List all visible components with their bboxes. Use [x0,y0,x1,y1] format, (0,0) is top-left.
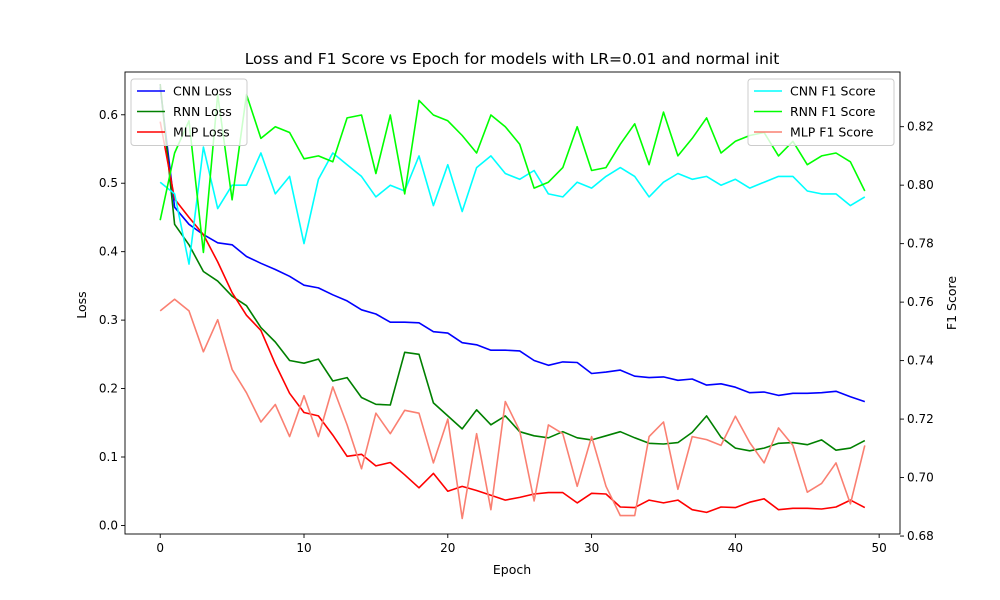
y-left-tick-label: 0.1 [99,450,118,464]
legend-box [747,78,895,146]
legend-right: CNN F1 Score RNN F1 Score MLP F1 Score [747,78,895,146]
x-tick-label: 50 [872,541,887,555]
x-tick-label: 10 [296,541,311,555]
series-line-mlp-loss [159,121,866,514]
y-right-tick-label: 0.82 [907,120,934,134]
y-right-tick-label: 0.70 [907,471,934,485]
y-right-tick-label: 0.80 [907,178,934,192]
x-tick-label: 20 [440,541,455,555]
y-right-tick-label: 0.74 [907,354,934,368]
y-left-tick-label: 0.4 [99,245,118,259]
legend-box [130,78,248,146]
y-right-tick-label: 0.72 [907,412,934,426]
series-line-cnn-f1-score [159,146,866,265]
x-axis-label: Epoch [493,562,531,577]
y-right-tick-label: 0.68 [907,529,934,543]
series-line-rnn-f1-score [159,93,866,254]
series-line-cnn-loss [159,87,866,403]
legend-label-rnn-f1-score: RNN F1 Score [790,104,876,119]
x-tick-label: 40 [728,541,743,555]
legend-label-mlp-loss: MLP Loss [173,125,230,140]
legend-label-cnn-loss: CNN Loss [173,84,232,99]
y-left-tick-label: 0.5 [99,176,118,190]
legend-left: CNN Loss RNN Loss MLP Loss [130,78,248,146]
y-right-tick-label: 0.76 [907,295,934,309]
x-tick-label: 0 [156,541,164,555]
plot-area [159,83,866,520]
y-left-tick-label: 0.3 [99,313,118,327]
y-right-tick-label: 0.78 [907,237,934,251]
axes: 0 10 20 30 40 50 0.0 0.1 0.2 0.3 0.4 0.5 0.6 0.68 0.70… [99,71,934,555]
legend-label-mlp-f1-score: MLP F1 Score [790,125,874,140]
x-tick-label: 30 [584,541,599,555]
plot-frame [124,71,901,535]
y-left-tick-label: 0.2 [99,382,118,396]
series-line-mlp-f1-score [159,298,866,520]
chart-title: Loss and F1 Score vs Epoch for models wi… [245,50,780,68]
legend-label-rnn-loss: RNN Loss [173,104,232,119]
legend-label-cnn-f1-score: CNN F1 Score [790,84,876,99]
y-left-tick-label: 0.6 [99,108,118,122]
series-line-rnn-loss [159,83,866,452]
y-axis-right-label: F1 Score [944,276,959,330]
y-axis-left-label: Loss [74,291,89,318]
y-left-tick-label: 0.0 [99,518,118,532]
